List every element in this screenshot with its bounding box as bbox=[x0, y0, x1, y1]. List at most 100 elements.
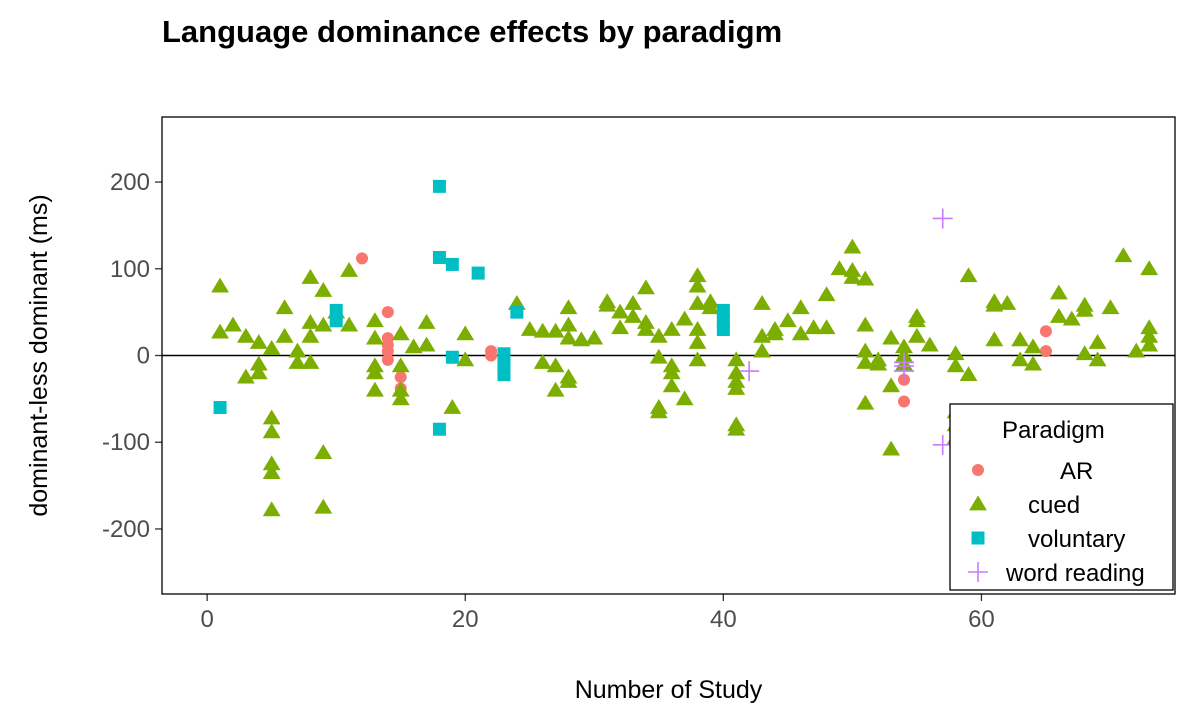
legend-label-ar: AR bbox=[1060, 458, 1093, 485]
point-cued bbox=[895, 338, 913, 354]
point-cued bbox=[830, 260, 849, 276]
point-cued bbox=[1127, 342, 1146, 358]
point-cued bbox=[546, 357, 565, 373]
point-cued bbox=[314, 316, 333, 332]
point-cued bbox=[559, 329, 578, 345]
x-axis-ticks: 0 20 40 60 bbox=[200, 594, 995, 633]
point-cued bbox=[1088, 351, 1107, 367]
point-cued bbox=[817, 319, 836, 335]
point-cued bbox=[688, 351, 707, 367]
point-cued bbox=[288, 353, 307, 369]
point-cued bbox=[404, 338, 423, 354]
y-tick-label: 100 bbox=[110, 256, 150, 283]
legend-marker-voluntary bbox=[971, 531, 985, 545]
point-cued bbox=[262, 501, 281, 517]
point-cued bbox=[314, 498, 333, 514]
point-cued bbox=[636, 320, 655, 336]
point-cued bbox=[636, 279, 655, 295]
point-ar bbox=[394, 371, 407, 384]
point-voluntary bbox=[432, 250, 446, 264]
point-cued bbox=[598, 296, 617, 312]
point-cued bbox=[688, 320, 707, 336]
point-voluntary bbox=[329, 303, 343, 317]
point-cued bbox=[778, 312, 797, 328]
point-cued bbox=[533, 322, 552, 338]
point-cued bbox=[753, 327, 771, 343]
point-cued bbox=[804, 319, 823, 335]
point-cued bbox=[649, 327, 668, 343]
point-cued bbox=[249, 333, 268, 349]
y-tick-label: -200 bbox=[102, 516, 150, 543]
point-ar bbox=[381, 306, 394, 319]
legend-entries: AR cued voluntary word reading bbox=[968, 458, 1145, 587]
point-cued bbox=[417, 314, 436, 329]
point-cued bbox=[1075, 301, 1094, 317]
data-points bbox=[211, 179, 1159, 517]
point-ar bbox=[356, 252, 369, 265]
point-cued bbox=[688, 294, 707, 310]
point-word-reading bbox=[739, 361, 760, 382]
point-cued bbox=[856, 353, 875, 369]
point-cued bbox=[727, 420, 746, 436]
point-ar bbox=[898, 395, 911, 408]
point-cued bbox=[856, 316, 875, 332]
point-cued bbox=[249, 355, 268, 371]
y-axis-title: dominant-less dominant (ms) bbox=[25, 194, 53, 516]
point-ar bbox=[485, 349, 498, 362]
point-cued bbox=[236, 327, 255, 343]
point-cued bbox=[1114, 247, 1133, 263]
point-cued bbox=[791, 299, 810, 315]
point-voluntary bbox=[497, 368, 511, 382]
plot-panel-border bbox=[161, 116, 1176, 595]
point-cued bbox=[649, 403, 668, 419]
point-voluntary bbox=[471, 266, 485, 280]
point-cued bbox=[611, 319, 630, 335]
point-cued bbox=[662, 377, 681, 393]
point-cued bbox=[1088, 333, 1107, 349]
point-cued bbox=[985, 331, 1004, 347]
point-cued bbox=[262, 423, 281, 439]
point-cued bbox=[675, 310, 694, 326]
point-cued bbox=[559, 316, 578, 332]
legend: Paradigm AR cued voluntary word reading bbox=[949, 403, 1174, 591]
point-cued bbox=[262, 340, 281, 355]
point-cued bbox=[301, 327, 320, 343]
point-cued bbox=[340, 262, 359, 277]
legend-label-voluntary: voluntary bbox=[1028, 526, 1125, 553]
point-cued bbox=[211, 323, 229, 339]
point-ar bbox=[1039, 325, 1052, 338]
point-cued bbox=[262, 409, 281, 425]
point-cued bbox=[1011, 331, 1030, 347]
point-cued bbox=[301, 314, 320, 329]
point-cued bbox=[1049, 307, 1068, 323]
point-cued bbox=[843, 268, 862, 284]
legend-title: Paradigm bbox=[1002, 417, 1105, 444]
point-word-reading bbox=[894, 361, 915, 382]
x-tick-label: 20 bbox=[452, 606, 479, 633]
point-cued bbox=[907, 327, 926, 343]
point-cued bbox=[572, 331, 591, 347]
point-cued bbox=[546, 381, 565, 397]
point-cued bbox=[391, 390, 410, 406]
point-cued bbox=[559, 373, 578, 388]
point-cued bbox=[856, 394, 875, 410]
y-tick-label: -100 bbox=[102, 429, 150, 456]
point-cued bbox=[727, 351, 746, 367]
point-cued bbox=[391, 325, 410, 341]
y-tick-label: 200 bbox=[110, 169, 150, 196]
point-cued bbox=[443, 399, 462, 414]
point-cued bbox=[456, 351, 475, 367]
point-cued bbox=[391, 357, 410, 373]
point-cued bbox=[701, 299, 720, 315]
point-cued bbox=[546, 322, 565, 338]
y-axis-ticks: 200 100 0 -100 -200 bbox=[102, 169, 162, 543]
point-voluntary bbox=[716, 322, 730, 336]
point-cued bbox=[275, 327, 294, 343]
point-cued bbox=[998, 294, 1017, 310]
point-voluntary bbox=[329, 314, 343, 328]
point-cued bbox=[791, 325, 810, 341]
point-cued bbox=[1140, 327, 1159, 343]
point-cued bbox=[882, 440, 901, 456]
point-cued bbox=[1024, 338, 1042, 354]
